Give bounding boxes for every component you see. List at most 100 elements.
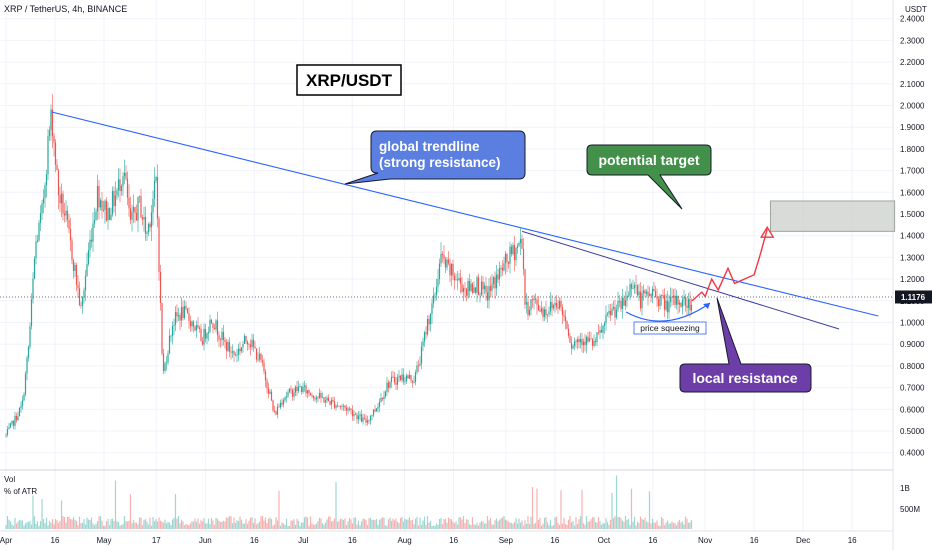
volume-bar: [365, 519, 367, 529]
candle-body: [504, 253, 507, 264]
volume-bar: [45, 517, 48, 529]
volume-bar: [261, 516, 264, 529]
candle-body: [618, 300, 621, 302]
volume-bar: [383, 517, 385, 529]
global-trendline-callout[interactable]: [344, 130, 526, 185]
volume-bar: [120, 525, 123, 529]
candle-body: [392, 376, 394, 378]
volume-bar: [467, 519, 469, 529]
volume-bar: [605, 518, 607, 529]
candle-body: [687, 298, 690, 308]
candle-body: [158, 218, 160, 272]
candle-body: [587, 336, 589, 342]
volume-bar: [320, 518, 322, 529]
volume-bar: [77, 525, 79, 529]
current-price-value: 1.1176: [901, 293, 926, 302]
candle-body: [516, 245, 519, 249]
current-price-badge: [895, 290, 932, 304]
candle-body: [422, 341, 424, 347]
volume-bar: [663, 525, 666, 529]
candle-body: [329, 401, 331, 405]
volume-bar: [639, 516, 642, 529]
volume-bar: [686, 518, 688, 529]
candle-body: [189, 321, 192, 327]
volume-bar: [147, 524, 150, 529]
candle-body: [402, 374, 405, 382]
price-axis[interactable]: 2.4000 2.3000 2.2000 2.1000 2.0000 1.900…: [900, 15, 925, 458]
candle-body: [684, 297, 687, 306]
price-tick: 1.2000: [900, 275, 925, 284]
volume-bar: [684, 516, 687, 529]
time-axis[interactable]: Apr 16 May 17 Jun 16 Jul 16 Aug 16 Sep 1…: [0, 536, 857, 545]
global-trendline[interactable]: [51, 111, 879, 317]
volume-bar: [20, 520, 22, 529]
candle-body: [602, 325, 604, 333]
candle-body: [39, 213, 42, 223]
volume-bar: [284, 524, 286, 529]
volume-bar: [680, 522, 682, 529]
candle-body: [564, 316, 567, 322]
candle-body: [317, 397, 319, 399]
volume-bar: [78, 516, 81, 529]
candle-body: [566, 321, 568, 329]
candle-body: [291, 389, 294, 397]
candle-body: [350, 408, 352, 410]
volume-bar: [110, 519, 112, 529]
volume-bar: [293, 519, 295, 529]
volume-bar: [648, 491, 651, 529]
volume-bar: [473, 524, 475, 529]
candle-body: [117, 179, 120, 191]
candle-body: [258, 353, 261, 360]
candle-body: [141, 217, 144, 220]
candle-body: [213, 328, 216, 330]
candle-body: [327, 397, 330, 402]
local-resistance-callout[interactable]: [679, 297, 812, 393]
candle-body: [611, 308, 613, 316]
candle-body: [494, 277, 496, 289]
candle-body: [567, 328, 570, 336]
candle-body: [44, 185, 46, 199]
candle-body: [407, 375, 409, 379]
volume-bar: [212, 520, 214, 529]
candle-body: [669, 296, 672, 302]
candle-body: [68, 219, 70, 229]
volume-bar: [588, 521, 591, 529]
candle-body: [56, 164, 58, 171]
candle-body: [647, 291, 649, 296]
candle-body: [233, 351, 235, 355]
volume-bar: [140, 517, 142, 529]
candle-body: [423, 332, 426, 342]
candle-body: [477, 277, 480, 295]
volume-bar: [113, 520, 115, 529]
volume-bar: [414, 518, 417, 529]
volume-bar: [395, 518, 397, 529]
volume-bar: [420, 524, 423, 529]
candle-body: [306, 390, 309, 394]
local-trendline[interactable]: [522, 230, 840, 330]
candle-body: [182, 306, 184, 318]
candle-body: [149, 223, 151, 228]
potential-target-label: potential target: [598, 152, 699, 168]
volume-bar: [510, 522, 513, 529]
candle-body: [650, 294, 652, 297]
squeeze-bracket: [625, 302, 711, 322]
volume-bar: [458, 517, 460, 529]
potential-target-callout[interactable]: [586, 144, 712, 210]
volume-bar: [540, 525, 543, 529]
candle-body: [588, 338, 591, 342]
volume-bar: [95, 523, 97, 529]
candle-body: [83, 290, 85, 298]
volume-bar: [683, 524, 685, 529]
candle-body: [218, 335, 220, 340]
volume-bar: [267, 518, 270, 529]
candle-body: [267, 388, 270, 394]
volume-bar: [431, 525, 433, 529]
candle-body: [623, 297, 625, 306]
candle-body: [150, 212, 153, 228]
price-tick: 2.2000: [900, 58, 925, 67]
volume-bar: [666, 520, 669, 529]
candle-body: [27, 346, 30, 358]
candle-body: [296, 386, 298, 391]
candle-body: [270, 391, 273, 401]
